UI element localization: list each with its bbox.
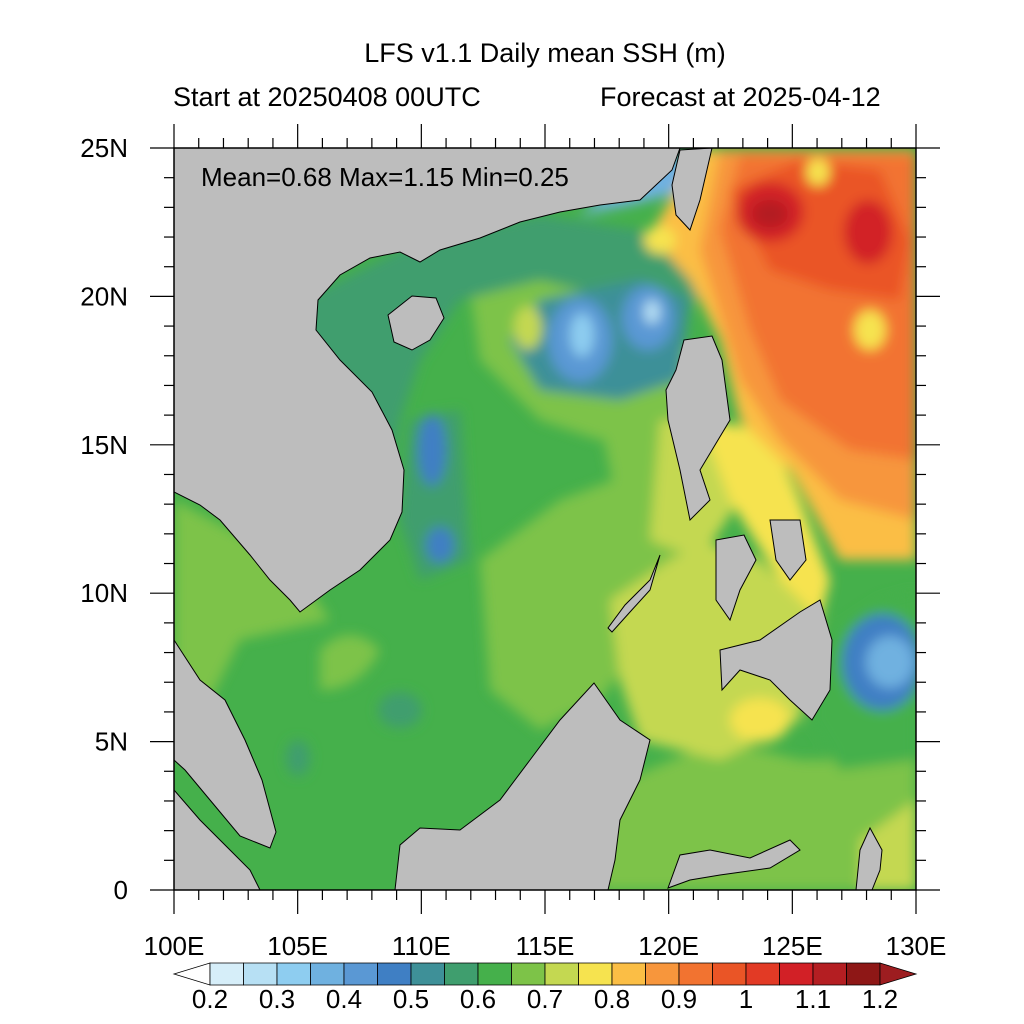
land-luzon (665, 335, 731, 522)
colorbar-box (779, 962, 814, 986)
land-mindanao (719, 599, 833, 721)
ssh-region-light-blue (644, 300, 660, 324)
axis-tick-labels: 100E 105E 110E 115E 120E 125E 130E 0 5N 10N 15N 20N… (80, 133, 946, 961)
lat-tick-label: 20N (80, 281, 128, 311)
lat-tick-label: 0 (114, 875, 128, 905)
colorbar-label: 1.2 (862, 984, 898, 1014)
colorbar-label: 0.5 (393, 984, 429, 1014)
lon-tick-label: 120E (638, 931, 699, 961)
forecast-date-label: Forecast at 2025-04-12 (600, 82, 881, 112)
colorbar-label: 0.9 (661, 984, 697, 1014)
colorbar-box (812, 962, 847, 986)
ssh-region-light-green (320, 635, 380, 690)
colorbar-box (712, 962, 747, 986)
stats-label: Mean=0.68 Max=1.15 Min=0.25 (201, 162, 569, 192)
land-borneo (394, 682, 651, 890)
lat-tick-label: 5N (95, 727, 128, 757)
colorbar-label: 0.2 (192, 984, 228, 1014)
land-halmahera (855, 826, 883, 890)
lon-tick-label: 100E (144, 931, 205, 961)
lon-tick-label: 115E (516, 931, 575, 961)
colorbar-box (377, 962, 412, 986)
colorbar-box (544, 962, 579, 986)
colorbar-box (846, 962, 881, 986)
colorbar-label: 1.1 (795, 984, 831, 1014)
colorbar-box (578, 962, 613, 986)
colorbar-box (209, 962, 244, 986)
colorbar-box (745, 962, 780, 986)
colorbar-box (511, 962, 546, 986)
start-time-label: Start at 20250408 00UTC (173, 82, 481, 112)
colorbar-label: 0.3 (259, 984, 295, 1014)
ssh-region-yellow-green (514, 306, 542, 350)
ssh-region-blue (418, 414, 446, 486)
colorbar-box (276, 962, 311, 986)
ssh-region-yellow (854, 310, 886, 350)
lon-tick-label: 125E (762, 931, 823, 961)
colorbar-box (410, 962, 445, 986)
colorbar-over-arrow (879, 962, 918, 986)
ssh-region-teal (378, 692, 422, 728)
lon-tick-label: 130E (886, 931, 947, 961)
ssh-region-red (844, 200, 892, 264)
ssh-region-light-blue (866, 636, 914, 688)
colorbar-box (243, 962, 278, 986)
ssh-region-blue (426, 527, 454, 563)
land-palawan (607, 554, 661, 633)
ssh-field (174, 148, 916, 890)
land (174, 148, 883, 890)
ssh-region-light-green (600, 740, 916, 890)
axis-ticks (150, 124, 940, 914)
colorbar-box (611, 962, 646, 986)
colorbar-label: 0.7 (527, 984, 563, 1014)
colorbar-under-arrow (172, 962, 211, 986)
colorbar-label: 0.8 (594, 984, 630, 1014)
land-taiwan (671, 148, 713, 231)
lat-tick-label: 10N (80, 578, 128, 608)
colorbar-box (444, 962, 479, 986)
colorbar-label: 0.4 (326, 984, 362, 1014)
colorbar-box (343, 962, 378, 986)
lat-tick-label: 15N (80, 430, 128, 460)
ssh-region-yellow (644, 226, 676, 254)
land-visayas (769, 519, 807, 581)
land-visayas (715, 534, 757, 622)
figure-title: LFS v1.1 Daily mean SSH (m) (364, 38, 726, 68)
ssh-region-teal (286, 740, 310, 776)
ssh-region-dark-red (752, 200, 788, 228)
land-sulawesi (667, 839, 801, 889)
land-hainan (387, 295, 445, 351)
ssh-region-light-green (480, 470, 680, 730)
lon-tick-label: 105E (267, 931, 328, 961)
colorbar-box (477, 962, 512, 986)
ssh-region-light-green (174, 500, 330, 720)
land-indochina (174, 148, 681, 613)
colorbar-label: 0.6 (460, 984, 496, 1014)
colorbar-box (678, 962, 713, 986)
colorbar: 0.2 0.3 0.4 0.5 0.6 0.7 0.8 0.9 1 1.1 1.2 (172, 962, 918, 1014)
ssh-region-yellow (730, 698, 790, 742)
lon-tick-label: 110E (392, 931, 451, 961)
ssh-region-light-blue (570, 313, 594, 357)
colorbar-label: 1 (739, 984, 753, 1014)
colorbar-box (645, 962, 680, 986)
land-malay-peninsula (174, 639, 277, 849)
land-sumatra (174, 789, 261, 890)
ssh-region-yellow (806, 158, 830, 186)
lat-tick-label: 25N (80, 133, 128, 163)
colorbar-box (310, 962, 345, 986)
